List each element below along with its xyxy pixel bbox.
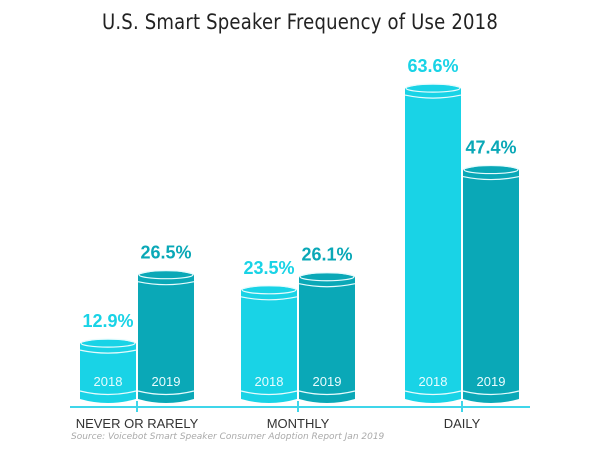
bar-body — [241, 285, 297, 403]
bar-2018 — [79, 338, 137, 403]
bar-ring — [404, 94, 462, 99]
bar-ring — [462, 175, 520, 181]
bar-cap — [299, 272, 355, 282]
source-note: Source: Voicebot Smart Speaker Consumer … — [71, 432, 385, 442]
x-tick-label: DAILY — [444, 416, 481, 431]
bar-cap — [241, 285, 297, 295]
bar-base-ring — [240, 390, 298, 396]
bar-2019 — [462, 164, 520, 403]
bar-cap — [463, 164, 519, 175]
bar-year-label: 2018 — [255, 374, 284, 389]
bar-base-ring — [137, 390, 195, 396]
bar-body — [80, 339, 136, 403]
bar-cap — [138, 270, 194, 280]
bar-year-label: 2019 — [313, 374, 342, 389]
bar-ring — [240, 296, 298, 301]
bar-year-label: 2018 — [94, 374, 123, 389]
x-tick-label: NEVER OR RARELY — [76, 416, 199, 431]
bar-cap — [405, 83, 461, 93]
bar-base-ring — [462, 390, 520, 396]
data-label: 47.4% — [465, 138, 516, 158]
x-tick-label: MONTHLY — [267, 416, 330, 431]
bar-ring — [137, 281, 195, 286]
data-label: 63.6% — [407, 56, 458, 76]
data-label: 26.5% — [140, 243, 191, 263]
bar-year-label: 2019 — [152, 374, 181, 389]
bar-body — [405, 84, 461, 403]
bar-2019 — [137, 270, 195, 403]
bar-base-ring — [404, 390, 462, 396]
bar-base-ring — [79, 390, 137, 396]
bar-2018 — [240, 285, 298, 403]
bar-ring — [79, 349, 137, 354]
bar-base-ring — [298, 390, 356, 396]
bar-cap — [80, 338, 136, 348]
bar-body — [138, 270, 194, 403]
bar-body — [463, 165, 519, 403]
bar-body — [299, 272, 355, 403]
data-label: 26.1% — [301, 245, 352, 265]
bar-year-label: 2018 — [419, 374, 448, 389]
bar-2019 — [298, 272, 356, 403]
bar-year-label: 2019 — [477, 374, 506, 389]
bar-ring — [298, 283, 356, 288]
data-label: 12.9% — [82, 311, 133, 331]
chart-title: U.S. Smart Speaker Frequency of Use 2018 — [101, 10, 498, 34]
data-label: 23.5% — [243, 258, 294, 278]
bar-2018 — [404, 83, 462, 403]
